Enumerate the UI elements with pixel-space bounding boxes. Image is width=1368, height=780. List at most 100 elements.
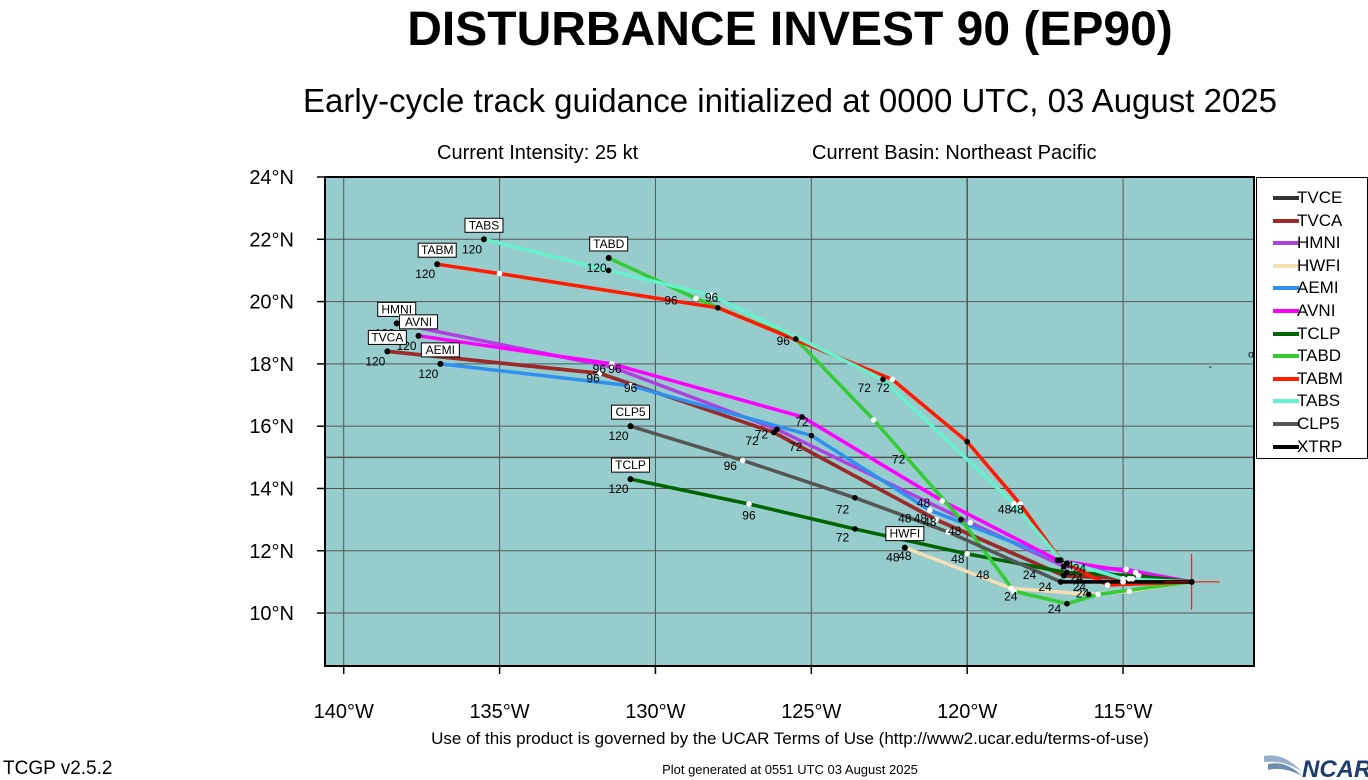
track-point bbox=[609, 361, 615, 367]
track-point bbox=[792, 336, 799, 342]
hour-label: 96 bbox=[742, 509, 756, 523]
model-label: AVNI bbox=[405, 315, 432, 329]
track-point bbox=[933, 516, 939, 523]
hour-label: 24 bbox=[1073, 580, 1087, 594]
model-label-box bbox=[417, 242, 457, 258]
legend-label: TABM bbox=[1297, 368, 1343, 388]
hour-label: 48 bbox=[923, 515, 937, 529]
track-point bbox=[958, 516, 964, 523]
model-labels: TABS 120 TABD 120 TABM 120 HMNI 120 AVNI 120 TVCA 1… bbox=[365, 217, 925, 565]
ncar-logo-text: NCAR bbox=[1302, 756, 1368, 780]
model-end-point bbox=[434, 261, 441, 268]
y-tick-label: 10°N bbox=[249, 603, 294, 625]
legend-swatch bbox=[1273, 422, 1299, 426]
track-point bbox=[967, 519, 974, 526]
hour-label: 96 bbox=[777, 334, 791, 348]
legend-label: TCLP bbox=[1297, 323, 1341, 343]
legend-swatch bbox=[1273, 309, 1299, 313]
hour-label: 24 bbox=[1023, 568, 1037, 582]
track-point bbox=[939, 498, 946, 504]
track-point bbox=[1064, 569, 1070, 576]
model-label: HWFI bbox=[890, 527, 921, 541]
track-point bbox=[852, 526, 858, 532]
model-end-hour: 120 bbox=[608, 429, 628, 443]
x-tick-label: 125°W bbox=[781, 701, 841, 723]
legend-label: HMNI bbox=[1297, 233, 1341, 253]
track-point bbox=[627, 382, 634, 389]
hour-label: 48 bbox=[917, 496, 931, 510]
hour-label: 72 bbox=[876, 381, 890, 395]
model-label-box bbox=[367, 329, 407, 345]
version-label: TCGP v2.5.2 bbox=[3, 758, 113, 779]
model-label-box bbox=[611, 404, 651, 420]
track-point bbox=[605, 267, 612, 274]
hour-label: 48 bbox=[976, 568, 990, 582]
track-point bbox=[739, 457, 746, 464]
model-label: TVCA bbox=[371, 330, 403, 344]
legend-swatch bbox=[1273, 376, 1299, 381]
hour-label: 24 bbox=[1004, 590, 1018, 604]
legend-swatch bbox=[1273, 444, 1299, 449]
y-tick-label: 20°N bbox=[249, 292, 294, 314]
y-tick-label: 12°N bbox=[249, 541, 294, 563]
model-end-point bbox=[605, 254, 612, 261]
model-end-hour: 120 bbox=[587, 261, 607, 275]
legend-item-tabs: TABS bbox=[1257, 389, 1368, 411]
track-point bbox=[808, 432, 815, 439]
track-point bbox=[1085, 591, 1092, 598]
model-label: CLP5 bbox=[615, 405, 645, 419]
model-end-point bbox=[480, 236, 487, 243]
current-basin: Current Basin: Northeast Pacific bbox=[812, 142, 1097, 164]
track-point bbox=[964, 551, 970, 557]
y-tick-label: 22°N bbox=[249, 229, 294, 251]
hour-label: 96 bbox=[586, 372, 600, 386]
x-tick-label: 140°W bbox=[314, 701, 374, 723]
track-point bbox=[870, 417, 877, 423]
track-point bbox=[1123, 566, 1129, 573]
plot-generated-note: Plot generated at 0551 UTC 03 August 202… bbox=[662, 762, 918, 777]
hour-label: 72 bbox=[745, 434, 759, 448]
model-label: TABD bbox=[593, 237, 624, 251]
legend-swatch bbox=[1273, 286, 1299, 291]
x-tick-label: 130°W bbox=[625, 701, 685, 723]
map-area bbox=[325, 177, 1254, 666]
legend-item-tabm: TABM bbox=[1257, 367, 1368, 389]
hour-label: 72 bbox=[795, 415, 809, 429]
legend-item-tclp: TCLP bbox=[1257, 322, 1368, 344]
chart-subtitle: Early-cycle track guidance initialized a… bbox=[302, 82, 1278, 119]
hour-label: 48 bbox=[898, 512, 912, 526]
terms-of-use: Use of this product is governed by the U… bbox=[431, 729, 1149, 748]
legend-item-avni: AVNI bbox=[1257, 299, 1368, 321]
y-tick-label: 18°N bbox=[249, 354, 294, 376]
y-tick-label: 14°N bbox=[249, 478, 294, 500]
hour-label: 72 bbox=[836, 502, 850, 516]
hour-label: 72 bbox=[789, 440, 803, 454]
legend-label: TVCE bbox=[1297, 188, 1343, 207]
model-end-point bbox=[627, 476, 634, 483]
track-point bbox=[1129, 575, 1136, 582]
legend-item-xtrp: XTRP bbox=[1257, 435, 1368, 457]
hour-label: 24 bbox=[1048, 602, 1062, 616]
hour-label: 72 bbox=[836, 530, 850, 544]
hour-label: 96 bbox=[705, 291, 719, 305]
track-point bbox=[746, 501, 752, 507]
track-tabs bbox=[482, 237, 1194, 584]
track-point bbox=[852, 495, 858, 501]
track-point bbox=[1064, 560, 1070, 567]
legend: TVCE TVCA HMNI HWFI AEMI AVNI TCLP TABD TABM TABS… bbox=[1256, 177, 1368, 459]
model-label: TCLP bbox=[615, 458, 646, 472]
track-point bbox=[945, 529, 952, 535]
model-label: TABM bbox=[421, 243, 453, 257]
x-tick-label: 120°W bbox=[937, 701, 997, 723]
model-end-point bbox=[627, 423, 634, 430]
legend-swatch bbox=[1273, 331, 1299, 336]
track-point bbox=[1095, 591, 1101, 598]
track-point bbox=[693, 295, 699, 302]
legend-label: TABD bbox=[1297, 346, 1342, 366]
track-point bbox=[964, 438, 970, 445]
model-label: AEMI bbox=[426, 343, 455, 357]
model-end-hour: 120 bbox=[365, 354, 385, 368]
hour-label: 48 bbox=[898, 549, 912, 563]
track-point bbox=[880, 376, 886, 383]
